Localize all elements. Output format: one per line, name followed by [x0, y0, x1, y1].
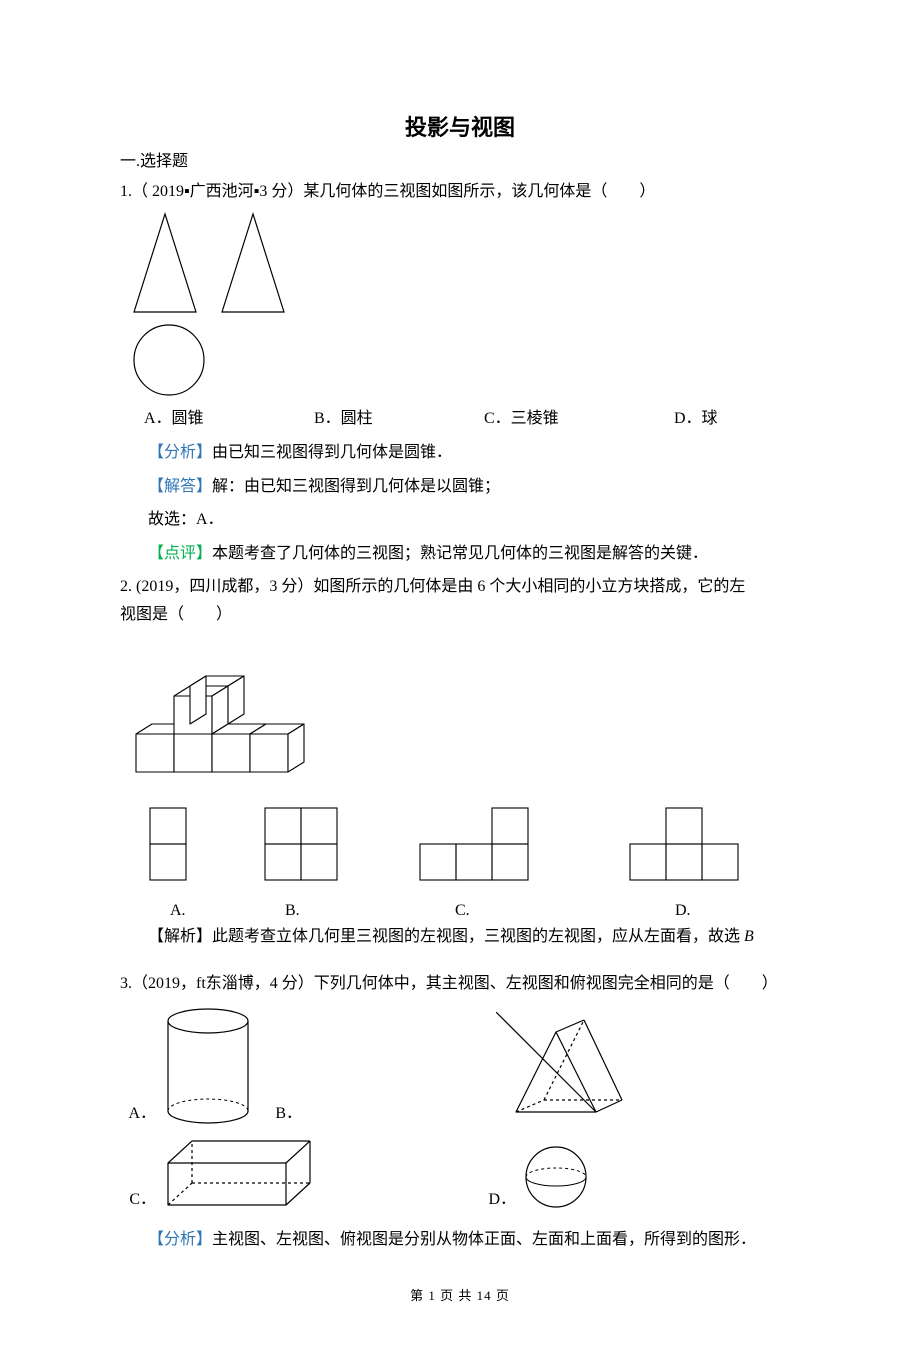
q3-analysis-text: 主视图、左视图、俯视图是分别从物体正面、左面和上面看，所得到的图形．: [212, 1231, 756, 1248]
q3-row-cd: C． D．: [120, 1133, 800, 1213]
q3-label-a: A．: [120, 1101, 160, 1127]
q1-answer-line2: 故选：A．: [120, 507, 800, 533]
page-title: 投影与视图: [120, 110, 800, 145]
q2-choice-b: B.: [285, 898, 300, 924]
q1-choice-d: D．球: [674, 406, 794, 432]
q3-row-ab: A． B．: [120, 1007, 800, 1127]
footer-page: 1: [428, 1288, 436, 1303]
q3-fig-cylinder: [160, 1007, 256, 1127]
q1-answer: 【解答】解：由已知三视图得到几何体是以圆锥；: [120, 474, 800, 500]
q2-choice-d: D.: [675, 898, 691, 924]
section-heading: 一.选择题: [120, 149, 800, 175]
q3-stem: 3.（2019，ft东淄博，4 分）下列几何体中，其主视图、左视图和俯视图完全相…: [120, 971, 800, 997]
footer-suffix: 页: [492, 1288, 510, 1303]
q1-choice-c: C．三棱锥: [484, 406, 674, 432]
analysis-label-2: 【分析】: [148, 1231, 212, 1248]
q2-exp-answer: B: [744, 928, 754, 945]
q1-stem: 1.（ 2019▪广西池河▪3 分）某几何体的三视图如图所示，该几何体是（ ）: [120, 179, 800, 205]
q1-choice-a: A．圆锥: [144, 406, 314, 432]
q2-exp-text: 此题考查立体几何里三视图的左视图，三视图的左视图，应从左面看，故选: [212, 928, 744, 945]
footer-prefix: 第: [410, 1288, 428, 1303]
page-footer: 第 1 页 共 14 页: [120, 1286, 800, 1307]
q1-choice-b: B．圆柱: [314, 406, 484, 432]
answer-label: 【解答】: [148, 478, 212, 495]
q3-label-d: D．: [480, 1187, 520, 1213]
footer-mid: 页 共: [436, 1288, 477, 1303]
q1-choices: A．圆锥 B．圆柱 C．三棱锥 D．球: [120, 406, 800, 432]
comment-label: 【点评】: [148, 545, 212, 562]
q1-comment: 【点评】本题考查了几何体的三视图；熟记常见几何体的三视图是解答的关键．: [120, 541, 800, 567]
q2-explanation: 【解析】此题考查立体几何里三视图的左视图，三视图的左视图，应从左面看，故选 B: [120, 924, 800, 950]
q2-stem-line2: 视图是（ ）: [120, 602, 800, 628]
q2-option-figures: [120, 800, 800, 892]
q2-exp-label: 【解析】: [148, 928, 212, 945]
q1-figure: [130, 210, 800, 400]
q1-analysis-text: 由已知三视图得到几何体是圆锥．: [212, 444, 452, 461]
q2-choice-labels: A. B. C. D.: [120, 898, 800, 922]
analysis-label: 【分析】: [148, 444, 212, 461]
q3-label-c: C．: [120, 1187, 160, 1213]
q2-choice-a: A.: [170, 898, 186, 924]
q1-comment-text: 本题考查了几何体的三视图；熟记常见几何体的三视图是解答的关键．: [212, 545, 708, 562]
q1-answer-text: 解：由已知三视图得到几何体是以圆锥；: [212, 478, 500, 495]
q1-analysis: 【分析】由已知三视图得到几何体是圆锥．: [120, 440, 800, 466]
q2-choice-c: C.: [455, 898, 470, 924]
q2-solid-figure: [126, 642, 800, 782]
q2-stem-line1: 2. (2019，四川成都，3 分）如图所示的几何体是由 6 个大小相同的小立方…: [120, 574, 800, 600]
q3-label-b: B．: [256, 1101, 306, 1127]
q3-fig-cuboid: [160, 1133, 320, 1213]
q3-analysis: 【分析】主视图、左视图、俯视图是分别从物体正面、左面和上面看，所得到的图形．: [120, 1227, 800, 1253]
q3-fig-prism: [496, 1012, 626, 1127]
q3-fig-sphere: [520, 1141, 592, 1213]
footer-total: 14: [477, 1288, 492, 1303]
